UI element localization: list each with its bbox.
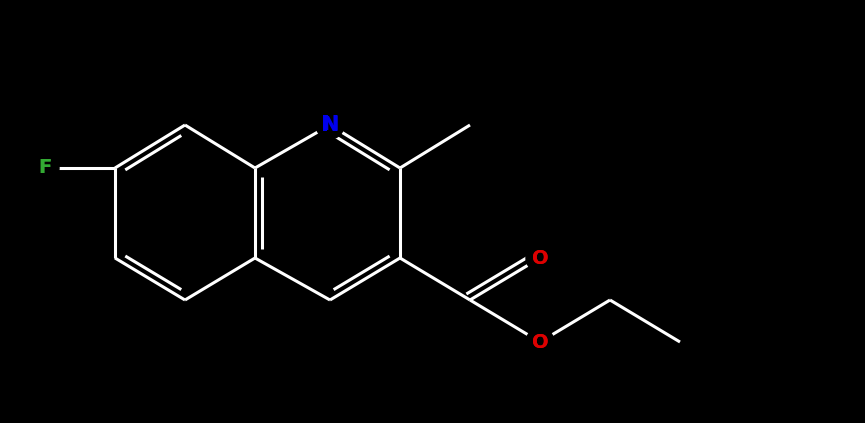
Text: O: O: [532, 332, 548, 352]
Text: O: O: [532, 248, 548, 267]
Text: O: O: [532, 332, 548, 352]
Circle shape: [31, 154, 59, 182]
Text: F: F: [38, 159, 52, 178]
Text: N: N: [322, 115, 338, 135]
Text: F: F: [38, 159, 52, 178]
Text: O: O: [532, 248, 548, 267]
Circle shape: [316, 111, 344, 139]
Text: N: N: [321, 115, 339, 135]
Circle shape: [526, 328, 554, 356]
Circle shape: [526, 244, 554, 272]
